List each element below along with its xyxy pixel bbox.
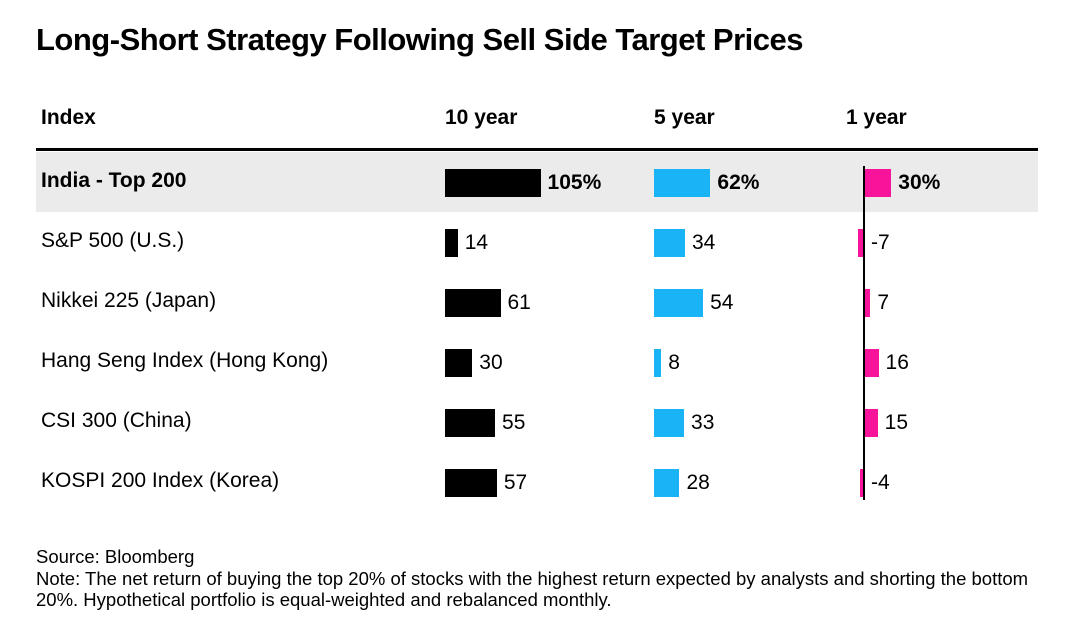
ten-year-value-label: 14 [464, 231, 489, 254]
row-label: Nikkei 225 (Japan) [41, 289, 217, 312]
five-year-bar [654, 349, 662, 377]
one-year-bar [860, 469, 864, 497]
one-year-column-header: 1 year [846, 106, 907, 129]
one-year-value-label: -7 [871, 231, 890, 254]
table-row: KOSPI 200 Index (Korea) 57 28 -4 [36, 452, 1038, 512]
ten-year-value-label: 55 [502, 411, 526, 434]
ten-year-bar [445, 409, 496, 437]
one-year-bar [857, 229, 864, 257]
table-row: S&P 500 (U.S.) 14 34 -7 [36, 212, 1038, 272]
ten-year-value-label: 105% [547, 171, 602, 194]
row-label: KOSPI 200 Index (Korea) [41, 469, 280, 492]
ten-year-column-header: 10 year [445, 106, 518, 129]
five-year-value-label: 34 [691, 231, 716, 254]
table-row: CSI 300 (China) 55 33 15 [36, 392, 1038, 452]
table-row: Hang Seng Index (Hong Kong) 30 8 16 [36, 332, 1038, 392]
ten-year-value-label: 61 [507, 291, 531, 314]
five-year-bar [654, 169, 711, 197]
ten-year-bar [445, 349, 473, 377]
five-year-bar [654, 409, 685, 437]
five-year-bar [654, 289, 704, 317]
one-year-value-label: 16 [885, 351, 909, 374]
one-year-bar [864, 169, 892, 197]
five-year-value-label: 54 [710, 291, 734, 314]
one-year-bar [864, 289, 871, 317]
methodology-note: Note: The net return of buying the top 2… [36, 568, 1029, 610]
one-year-bar [864, 349, 879, 377]
row-label: India - Top 200 [41, 169, 187, 192]
five-year-bar [654, 469, 680, 497]
header-rule [36, 148, 1038, 151]
five-year-value-label: 33 [691, 411, 715, 434]
row-label: Hang Seng Index (Hong Kong) [41, 349, 329, 372]
ten-year-bar [445, 289, 501, 317]
five-year-bar [654, 229, 685, 257]
one-year-zero-axis [863, 166, 865, 500]
one-year-value-label: 30% [898, 171, 941, 194]
table-row: Nikkei 225 (Japan) 61 54 7 [36, 272, 1038, 332]
five-year-value-label: 28 [686, 471, 710, 494]
ten-year-value-label: 30 [479, 351, 503, 374]
ten-year-bar [445, 469, 497, 497]
one-year-bar [864, 409, 878, 437]
five-year-value-label: 8 [668, 351, 680, 374]
five-year-column-header: 5 year [654, 106, 715, 129]
one-year-value-label: 7 [877, 291, 890, 314]
chart-title: Long-Short Strategy Following Sell Side … [36, 22, 803, 57]
one-year-value-label: -4 [871, 471, 890, 494]
row-label: CSI 300 (China) [41, 409, 192, 432]
ten-year-bar [445, 169, 541, 197]
ten-year-value-label: 57 [503, 471, 528, 494]
one-year-value-label: 15 [884, 411, 908, 434]
ten-year-bar [445, 229, 458, 257]
row-label: S&P 500 (U.S.) [41, 229, 185, 252]
table-row: India - Top 200 105% 62% 30% [36, 152, 1038, 212]
source-note: Source: Bloomberg [36, 546, 195, 567]
five-year-value-label: 62% [717, 171, 760, 194]
index-column-header: Index [41, 106, 96, 129]
